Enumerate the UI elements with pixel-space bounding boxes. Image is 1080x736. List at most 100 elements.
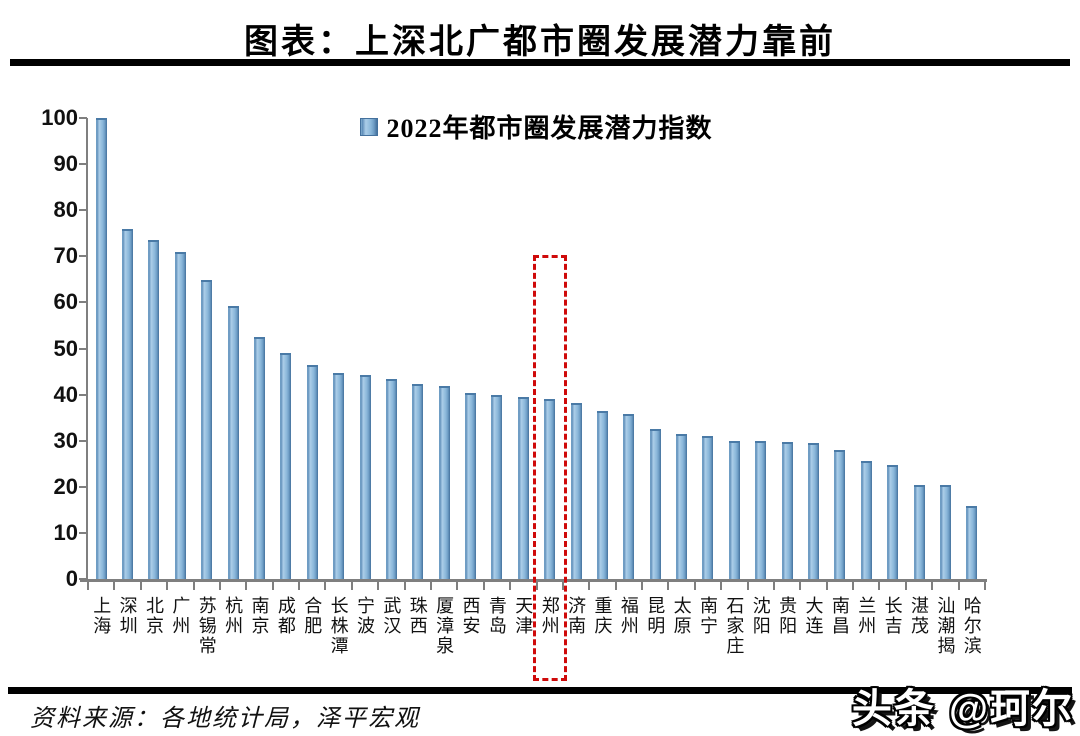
bar (860, 461, 872, 579)
bar (623, 413, 635, 579)
bar (438, 386, 450, 579)
category-label: 合肥 (302, 596, 323, 636)
source-note: 资料来源：各地统计局，泽平宏观 (30, 706, 420, 732)
x-tick (799, 582, 802, 590)
bar (201, 279, 213, 579)
bar (728, 440, 740, 579)
bottom-divider (8, 687, 1072, 694)
category-label: 厦漳泉 (434, 596, 455, 656)
bar (702, 436, 714, 579)
bar (280, 352, 292, 579)
y-tick (79, 439, 87, 442)
x-tick (614, 582, 617, 590)
category-label: 广州 (170, 596, 191, 636)
x-tick (324, 582, 327, 590)
x-tick (746, 582, 749, 590)
category-label: 石家庄 (724, 596, 745, 656)
category-label: 青岛 (486, 596, 507, 636)
y-tick-label: 80 (53, 197, 78, 223)
y-tick-label: 60 (53, 289, 78, 315)
bar-chart: 2022年都市圈发展潜力指数 0 10 20 30 40 50 60 70 80 90 100 上海深… (0, 70, 1080, 685)
category-label: 北京 (143, 596, 164, 636)
category-label: 苏锡常 (196, 596, 217, 656)
category-label: 郑州 (539, 596, 560, 636)
category-label: 重庆 (592, 596, 613, 636)
legend-swatch-icon (360, 117, 379, 136)
y-tick (79, 255, 87, 258)
category-label: 长吉 (882, 596, 903, 636)
x-tick (245, 582, 248, 590)
y-tick (79, 485, 87, 488)
category-label: 宁波 (355, 596, 375, 636)
y-axis (86, 118, 88, 581)
x-tick (641, 582, 644, 590)
x-tick (403, 582, 406, 590)
top-divider (10, 59, 1070, 66)
category-label: 珠西 (407, 596, 428, 636)
y-tick-label: 30 (53, 427, 78, 453)
y-tick (79, 163, 87, 166)
category-label: 长株潭 (328, 596, 349, 656)
bar (570, 403, 582, 579)
bar (596, 411, 608, 579)
category-label: 上海 (91, 596, 112, 636)
x-tick (482, 582, 485, 590)
category-label: 沈阳 (750, 596, 771, 636)
category-label: 深圳 (117, 596, 138, 636)
bar (966, 506, 978, 579)
y-tick (79, 393, 87, 396)
x-tick (271, 582, 274, 590)
legend-label: 2022年都市圈发展潜力指数 (386, 114, 713, 143)
category-label: 南宁 (697, 596, 718, 636)
bar (834, 450, 846, 579)
category-label: 福州 (618, 596, 639, 636)
x-tick (772, 582, 775, 590)
category-label: 汕潮揭 (935, 596, 956, 656)
bar (253, 336, 265, 579)
y-tick-label: 20 (53, 473, 78, 499)
bar (385, 378, 397, 579)
bar (939, 485, 951, 579)
x-tick (852, 582, 855, 590)
x-tick (192, 582, 195, 590)
y-tick (79, 209, 87, 212)
category-label: 济南 (566, 596, 587, 636)
y-tick (79, 531, 87, 534)
bar (122, 228, 134, 579)
x-tick (139, 582, 142, 590)
x-tick (218, 582, 221, 590)
x-tick (561, 582, 564, 590)
bar (465, 392, 477, 579)
y-tick (79, 347, 87, 350)
category-label: 贵阳 (777, 596, 798, 636)
x-tick (588, 582, 591, 590)
x-tick (113, 582, 116, 590)
y-tick (79, 301, 87, 304)
x-tick (87, 582, 89, 590)
bar (95, 118, 107, 579)
y-tick-label: 10 (53, 519, 78, 545)
x-tick (825, 582, 828, 590)
x-tick (509, 582, 512, 590)
category-label: 西安 (460, 596, 481, 636)
category-label: 杭州 (223, 596, 244, 636)
x-tick (535, 582, 538, 590)
y-tick-label: 90 (53, 151, 78, 177)
x-tick (904, 582, 907, 590)
bar (913, 484, 925, 579)
category-label: 大连 (803, 596, 824, 636)
x-tick (878, 582, 881, 590)
bar (755, 441, 767, 579)
watermark: 头条 @珂尔 (851, 687, 1074, 731)
x-tick (957, 582, 960, 590)
x-tick (984, 582, 986, 590)
category-label: 兰州 (856, 596, 877, 636)
bar (148, 240, 160, 579)
category-label: 南京 (249, 596, 270, 636)
y-tick-label: 50 (53, 335, 78, 361)
x-tick (931, 582, 934, 590)
y-tick-label: 0 (65, 566, 78, 591)
bar (544, 399, 556, 579)
x-tick (377, 582, 380, 590)
